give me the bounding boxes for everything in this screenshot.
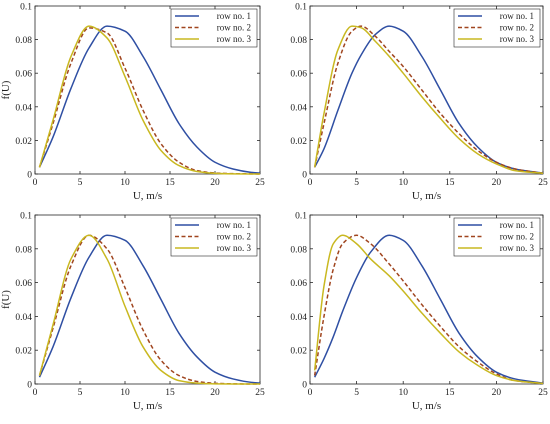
legend-label: row no. 3 <box>217 34 252 44</box>
y-tick-label: 0.08 <box>15 245 32 255</box>
y-tick-label: 0 <box>302 171 307 181</box>
legend-label: row no. 3 <box>500 243 535 253</box>
y-tick-label: 0.1 <box>20 3 32 13</box>
x-tick-label: 0 <box>308 388 313 398</box>
x-tick-label: 25 <box>255 178 265 188</box>
legend-label: row no. 2 <box>217 232 251 242</box>
series-line-row2 <box>38 27 261 175</box>
x-axis-label: U, m/s <box>412 190 441 202</box>
legend-label: row no. 2 <box>500 232 534 242</box>
series-line-row3 <box>313 25 544 175</box>
x-tick-label: 25 <box>538 388 548 398</box>
legend-label: row no. 1 <box>500 11 534 21</box>
y-axis-label: f(U) <box>0 80 12 99</box>
series-line-row1 <box>38 234 261 384</box>
y-tick-label: 0.06 <box>15 279 32 289</box>
x-tick-label: 10 <box>120 178 130 188</box>
x-tick-label: 10 <box>398 388 408 398</box>
series-line-row3 <box>38 234 260 385</box>
series-line-row1 <box>313 234 544 384</box>
plot-area-frame <box>309 5 544 175</box>
x-tick-label: 15 <box>165 388 175 398</box>
x-tick-label: 0 <box>308 178 313 188</box>
x-axis-label: U, m/s <box>412 400 441 412</box>
x-tick-label: 5 <box>78 178 83 188</box>
y-tick-label: 0.04 <box>15 103 32 113</box>
x-tick-label: 0 <box>33 388 38 398</box>
y-tick-label: 0.02 <box>290 137 307 147</box>
plot-area-frame <box>309 214 544 385</box>
legend-label: row no. 1 <box>217 11 251 21</box>
y-tick-label: 0.08 <box>290 245 307 255</box>
y-tick-label: 0.08 <box>290 36 307 46</box>
y-tick-label: 0 <box>27 381 32 391</box>
legend-label: row no. 1 <box>500 220 534 230</box>
x-tick-label: 0 <box>33 178 38 188</box>
y-tick-label: 0.1 <box>295 212 307 222</box>
series-line-row2 <box>38 234 260 385</box>
series-line-row3 <box>313 234 544 385</box>
y-tick-label: 0 <box>302 381 307 391</box>
x-axis-label: U, m/s <box>133 400 162 412</box>
y-axis-label: f(U) <box>0 290 12 309</box>
y-tick-label: 0.04 <box>290 103 307 113</box>
y-tick-label: 0.06 <box>15 70 32 80</box>
x-tick-label: 15 <box>165 178 175 188</box>
x-tick-label: 5 <box>354 178 359 188</box>
legend-label: row no. 2 <box>500 23 534 33</box>
x-axis-label: U, m/s <box>133 190 162 202</box>
x-tick-label: 25 <box>538 178 548 188</box>
x-tick-label: 10 <box>120 388 130 398</box>
x-tick-label: 15 <box>445 388 455 398</box>
x-tick-label: 20 <box>492 388 502 398</box>
plot-area-frame <box>34 214 261 385</box>
y-tick-label: 0.08 <box>15 36 32 46</box>
plot-area-frame <box>34 5 261 175</box>
legend-label: row no. 1 <box>217 220 251 230</box>
legend-label: row no. 3 <box>217 243 252 253</box>
chart-panel-top-left: 0 5 10 15 20 25 0 0.02 0.04 0.06 0.08 0.1 U, m/s f(U)… <box>0 3 265 203</box>
chart-panel-top-right: 0 5 10 15 20 25 0 0.02 0.04 0.06 0.08 0.1 U, m/s row … <box>290 3 548 203</box>
y-tick-label: 0.02 <box>290 347 307 357</box>
chart-panel-bottom-right: 0 5 10 15 20 25 0 0.02 0.04 0.06 0.08 0.1 U, m/s row … <box>290 212 548 413</box>
legend-label: row no. 2 <box>217 23 251 33</box>
y-tick-label: 0.02 <box>15 347 32 357</box>
x-tick-label: 5 <box>78 388 83 398</box>
x-tick-label: 10 <box>398 178 408 188</box>
x-tick-label: 20 <box>210 178 220 188</box>
y-tick-label: 0.1 <box>295 3 307 13</box>
chart-panel-bottom-left: 0 5 10 15 20 25 0 0.02 0.04 0.06 0.08 0.1 U, m/s f(U)… <box>0 212 265 413</box>
series-line-row2 <box>313 234 544 385</box>
y-tick-label: 0.06 <box>290 279 307 289</box>
series-line-row3 <box>38 25 260 175</box>
x-tick-label: 25 <box>255 388 265 398</box>
y-tick-label: 0.04 <box>290 313 307 323</box>
y-tick-label: 0.1 <box>20 212 32 222</box>
y-tick-label: 0.06 <box>290 70 307 80</box>
series-line-row1 <box>38 25 261 174</box>
y-tick-label: 0.04 <box>15 313 32 323</box>
x-tick-label: 15 <box>445 178 455 188</box>
y-tick-label: 0.02 <box>15 137 32 147</box>
y-tick-label: 0 <box>27 171 32 181</box>
series-line-row2 <box>313 25 544 174</box>
series-line-row1 <box>313 25 544 174</box>
x-tick-label: 20 <box>492 178 502 188</box>
x-tick-label: 20 <box>210 388 220 398</box>
x-tick-label: 5 <box>354 388 359 398</box>
legend-label: row no. 3 <box>500 34 535 44</box>
